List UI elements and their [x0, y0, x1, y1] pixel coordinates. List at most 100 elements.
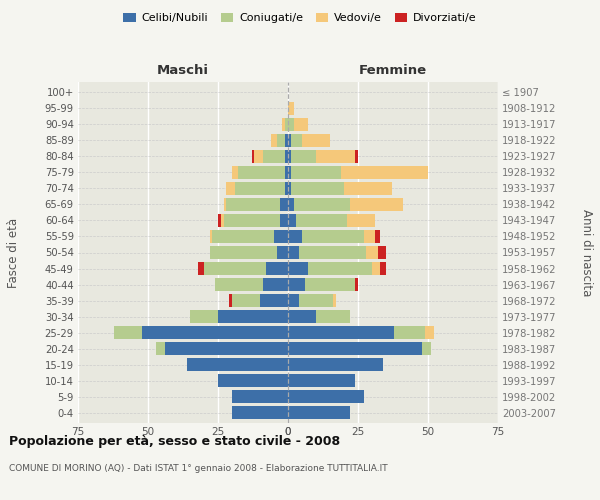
Bar	[165, 342, 288, 355]
Bar	[291, 134, 302, 147]
Bar	[218, 214, 221, 227]
Bar	[254, 150, 263, 163]
Bar	[341, 166, 428, 179]
Bar	[347, 214, 375, 227]
Bar	[288, 310, 316, 323]
Bar	[288, 134, 291, 147]
Bar	[377, 246, 386, 259]
Bar	[142, 326, 288, 340]
Legend: Celibi/Nubili, Coniugati/e, Vedovi/e, Divorziati/e: Celibi/Nubili, Coniugati/e, Vedovi/e, Di…	[119, 8, 481, 28]
Bar	[263, 150, 285, 163]
Bar	[288, 214, 296, 227]
Bar	[226, 182, 235, 195]
Bar	[226, 198, 280, 211]
Bar	[288, 246, 299, 259]
Bar	[372, 262, 380, 275]
Bar	[291, 182, 344, 195]
Bar	[302, 230, 364, 243]
Bar	[364, 230, 375, 243]
Bar	[288, 278, 305, 291]
Bar	[344, 182, 392, 195]
Bar	[288, 358, 383, 372]
Text: Fasce di età: Fasce di età	[7, 218, 20, 288]
Bar	[333, 294, 335, 307]
Text: Femmine: Femmine	[359, 64, 427, 78]
Bar	[367, 246, 377, 259]
Bar	[293, 198, 350, 211]
Bar	[260, 294, 288, 307]
Bar	[285, 118, 288, 131]
Bar	[288, 118, 293, 131]
Bar	[232, 406, 288, 420]
Text: Anni di nascita: Anni di nascita	[580, 209, 593, 296]
Bar	[288, 150, 291, 163]
Bar	[263, 278, 288, 291]
Bar	[302, 134, 330, 147]
Bar	[283, 118, 285, 131]
Bar	[271, 134, 277, 147]
Bar	[288, 406, 350, 420]
Bar	[288, 294, 299, 307]
Bar	[394, 326, 425, 340]
Bar	[277, 134, 285, 147]
Bar	[285, 166, 288, 179]
Bar	[288, 182, 291, 195]
Bar	[232, 390, 288, 404]
Text: COMUNE DI MORINO (AQ) - Dati ISTAT 1° gennaio 2008 - Elaborazione TUTTITALIA.IT: COMUNE DI MORINO (AQ) - Dati ISTAT 1° ge…	[9, 464, 388, 473]
Bar	[190, 310, 218, 323]
Bar	[288, 390, 364, 404]
Bar	[232, 294, 260, 307]
Bar	[157, 342, 165, 355]
Bar	[291, 150, 316, 163]
Bar	[380, 262, 386, 275]
Bar	[288, 262, 308, 275]
Bar	[218, 310, 288, 323]
Bar	[274, 230, 288, 243]
Bar	[209, 230, 212, 243]
Bar	[422, 342, 431, 355]
Bar	[221, 214, 224, 227]
Bar	[293, 118, 308, 131]
Bar	[299, 246, 367, 259]
Bar	[224, 214, 280, 227]
Bar	[355, 278, 358, 291]
Text: Maschi: Maschi	[157, 64, 209, 78]
Bar	[375, 230, 380, 243]
Bar	[288, 102, 293, 114]
Bar	[299, 294, 333, 307]
Bar	[251, 150, 254, 163]
Bar	[285, 182, 288, 195]
Bar	[229, 294, 232, 307]
Bar	[288, 326, 394, 340]
Bar	[204, 262, 266, 275]
Bar	[280, 214, 288, 227]
Bar	[238, 166, 285, 179]
Bar	[277, 246, 288, 259]
Bar	[187, 358, 288, 372]
Bar	[235, 182, 285, 195]
Bar	[291, 166, 341, 179]
Bar	[209, 246, 277, 259]
Bar	[305, 278, 355, 291]
Bar	[308, 262, 372, 275]
Bar	[288, 198, 293, 211]
Bar	[115, 326, 142, 340]
Bar	[350, 198, 403, 211]
Bar	[288, 230, 302, 243]
Bar	[288, 342, 422, 355]
Bar	[232, 166, 238, 179]
Bar	[215, 278, 263, 291]
Bar	[199, 262, 204, 275]
Bar	[212, 230, 274, 243]
Bar	[288, 166, 291, 179]
Bar	[285, 134, 288, 147]
Bar	[355, 150, 358, 163]
Bar	[280, 198, 288, 211]
Bar	[316, 150, 355, 163]
Bar	[266, 262, 288, 275]
Bar	[218, 374, 288, 388]
Bar	[288, 374, 355, 388]
Bar	[224, 198, 226, 211]
Bar	[316, 310, 350, 323]
Bar	[285, 150, 288, 163]
